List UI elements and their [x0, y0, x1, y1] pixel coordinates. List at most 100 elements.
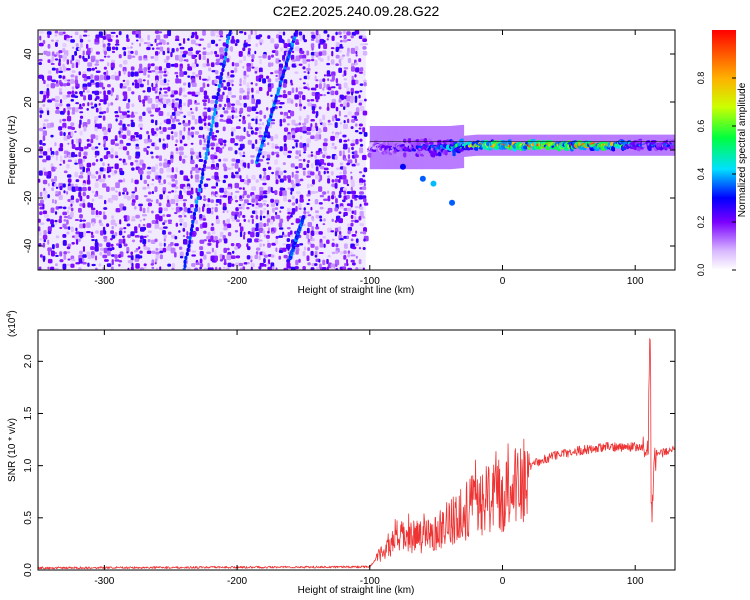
noise-cell [67, 91, 72, 95]
noise-cell [54, 42, 58, 47]
noise-cell [206, 251, 212, 255]
noise-cell [171, 135, 174, 141]
noise-cell [134, 250, 138, 253]
noise-cell [142, 186, 147, 190]
noise-cell [118, 122, 122, 126]
noise-cell [170, 242, 174, 246]
noise-cell [331, 238, 335, 241]
noise-cell [250, 130, 254, 135]
noise-cell [355, 238, 359, 243]
noise-cell [67, 110, 70, 116]
noise-cell [359, 147, 364, 154]
noise-cell [186, 59, 189, 63]
noise-cell [207, 231, 211, 236]
noise-cell [171, 123, 176, 130]
diagonal-trace-1 [201, 171, 205, 177]
noise-cell [55, 106, 60, 110]
noise-cell [239, 198, 244, 202]
noise-cell [79, 94, 84, 97]
noise-cell [326, 266, 329, 270]
noise-cell [319, 134, 322, 140]
noise-cell [79, 119, 82, 126]
noise-cell [215, 54, 220, 58]
noise-cell [135, 162, 140, 168]
noise-cell [66, 59, 70, 65]
noise-cell [106, 34, 111, 41]
noise-cell [363, 79, 367, 83]
diagonal-trace-1 [209, 127, 213, 133]
noise-cell [147, 110, 152, 114]
noise-cell [122, 238, 126, 244]
noise-cell [47, 266, 50, 270]
noise-cell [263, 202, 266, 206]
noise-cell [334, 146, 337, 150]
noise-cell [271, 62, 274, 67]
noise-cell [74, 183, 78, 186]
noise-cell [70, 263, 75, 268]
noise-cell [183, 50, 188, 55]
noise-cell [315, 134, 321, 140]
noise-cell [226, 107, 231, 110]
diagonal-trace-1 [183, 259, 187, 265]
noise-cell [75, 43, 79, 48]
noise-cell [150, 114, 154, 117]
noise-cell [355, 230, 358, 234]
noise-cell [315, 126, 319, 132]
noise-cell [66, 263, 71, 266]
noise-cell [190, 159, 195, 165]
noise-cell [323, 146, 327, 152]
noise-cell [58, 218, 62, 224]
noise-cell [306, 59, 311, 62]
noise-cell [263, 234, 267, 238]
noise-cell [218, 158, 222, 162]
noise-cell [42, 103, 46, 107]
noise-cell [247, 238, 252, 243]
noise-cell [190, 35, 194, 39]
noise-cell [278, 171, 283, 176]
noise-cell [138, 94, 141, 101]
noise-cell [75, 227, 78, 232]
noise-cell [126, 127, 129, 131]
noise-cell [346, 95, 352, 102]
noise-cell [255, 83, 258, 87]
noise-cell [279, 111, 284, 115]
noise-cell [326, 91, 330, 95]
noise-cell [79, 171, 84, 175]
noise-cell [290, 110, 295, 117]
noise-cell [246, 66, 251, 72]
noise-cell [315, 99, 319, 103]
noise-cell [63, 170, 68, 174]
noise-cell [163, 234, 167, 239]
noise-cell [91, 67, 95, 71]
noise-cell [327, 123, 333, 126]
noise-cell [182, 238, 188, 245]
noise-cell [122, 146, 128, 151]
noise-cell [206, 207, 212, 214]
noise-cell [82, 258, 85, 263]
diagonal-trace-1 [188, 235, 192, 241]
noise-cell [315, 166, 319, 172]
noise-cell [151, 250, 156, 254]
noise-cell [203, 198, 207, 202]
noise-cell [46, 51, 51, 57]
noise-cell [198, 207, 201, 213]
noise-cell [283, 115, 288, 118]
noise-cell [86, 146, 89, 149]
noise-cell [279, 187, 284, 191]
noise-cell [231, 95, 237, 98]
noise-cell [303, 246, 307, 251]
noise-cell [334, 207, 339, 212]
diagonal-trace-1 [216, 91, 220, 97]
noise-cell [230, 70, 235, 74]
noise-cell [131, 167, 135, 171]
noise-cell [150, 263, 155, 266]
noise-cell [127, 71, 131, 78]
noise-cell [79, 38, 84, 43]
noise-cell [230, 103, 235, 106]
noise-cell [363, 43, 369, 46]
noise-cell [239, 226, 244, 232]
signal-cell [457, 142, 461, 148]
noise-cell [183, 202, 186, 207]
diagonal-trace-1 [226, 39, 230, 45]
noise-cell [155, 103, 159, 109]
